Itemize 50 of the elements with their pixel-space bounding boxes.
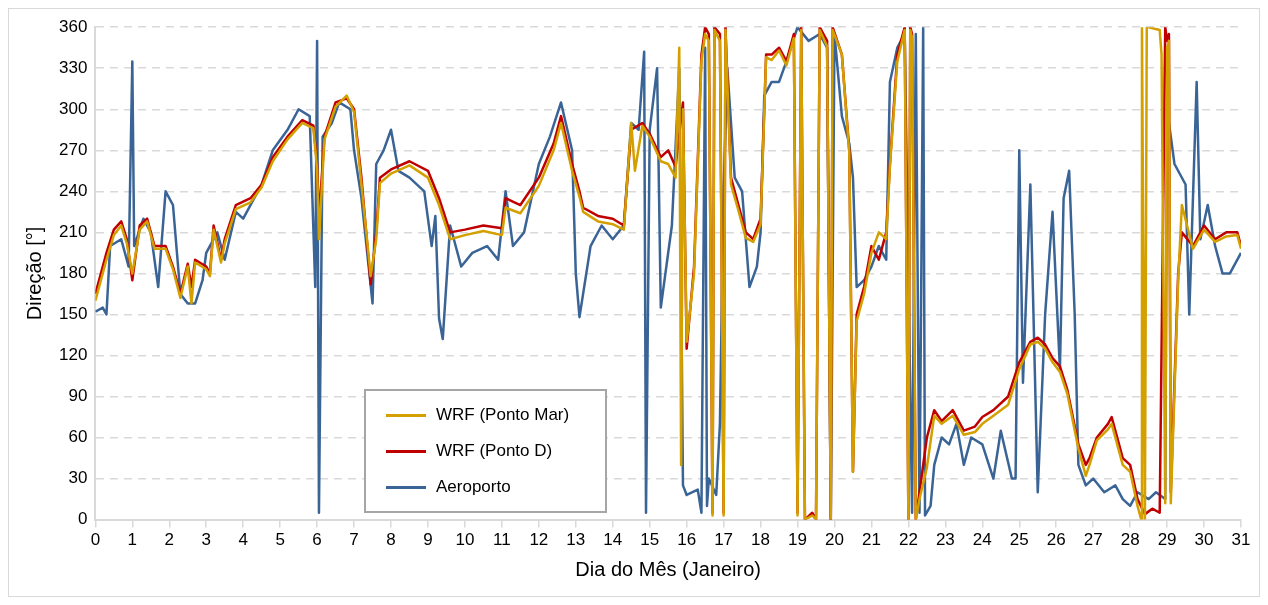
x-tick-label: 6	[312, 530, 322, 550]
y-tick-label: 360	[58, 16, 88, 36]
x-tick-label: 28	[1120, 530, 1140, 550]
y-tick-label: 120	[58, 345, 88, 365]
y-tick-label: 300	[58, 98, 88, 118]
x-tick-label: 5	[275, 530, 285, 550]
x-tick-label: 7	[349, 530, 359, 550]
x-tick-label: 17	[714, 530, 734, 550]
x-tick-label: 1	[127, 530, 138, 550]
x-tick-label: 20	[825, 530, 844, 550]
y-tick-label: 30	[68, 468, 88, 488]
x-tick-label: 18	[751, 530, 771, 550]
x-tick-label: 23	[935, 530, 955, 550]
x-tick-label: 27	[1083, 530, 1103, 550]
x-tick-label: 8	[386, 530, 396, 550]
y-tick-label: 180	[58, 263, 88, 283]
y-tick-label: 330	[58, 57, 88, 77]
legend-label: Aeroporto	[436, 477, 511, 497]
x-tick-label: 12	[529, 530, 549, 550]
y-tick-label: 210	[58, 222, 88, 242]
x-tick-label: 19	[788, 530, 807, 550]
x-tick-label: 21	[861, 530, 881, 550]
x-tick-label: 14	[603, 530, 623, 550]
x-tick-label: 11	[493, 530, 511, 550]
x-tick-label: 30	[1194, 530, 1214, 550]
y-tick-label: 270	[58, 139, 88, 159]
x-tick-label: 16	[677, 530, 697, 550]
x-tick-label: 3	[201, 530, 211, 550]
y-tick-label: 60	[68, 427, 88, 447]
x-tick-label: 13	[566, 530, 586, 550]
legend-label: WRF (Ponto D)	[436, 441, 553, 461]
x-tick-label: 2	[164, 530, 175, 550]
x-tick-label: 15	[640, 530, 660, 550]
x-tick-label: 31	[1231, 530, 1251, 550]
y-axis-title: Direção [°]	[22, 226, 45, 321]
x-tick-label: 26	[1046, 530, 1066, 550]
y-tick-label: 0	[77, 509, 88, 529]
x-tick-label: 24	[972, 530, 992, 550]
x-tick-label: 25	[1009, 530, 1029, 550]
x-tick-label: 4	[238, 530, 248, 550]
x-tick-label: 22	[898, 530, 918, 550]
x-tick-label: 9	[423, 530, 433, 550]
legend-label: WRF (Ponto Mar)	[436, 405, 570, 425]
x-tick-label: 29	[1157, 530, 1177, 550]
y-tick-label: 240	[58, 181, 88, 201]
x-axis-title: Dia do Mês (Janeiro)	[575, 557, 761, 580]
x-tick-label: 0	[90, 530, 101, 550]
y-tick-label: 90	[68, 386, 88, 406]
y-tick-label: 150	[58, 304, 88, 324]
x-tick-label: 10	[455, 530, 475, 550]
